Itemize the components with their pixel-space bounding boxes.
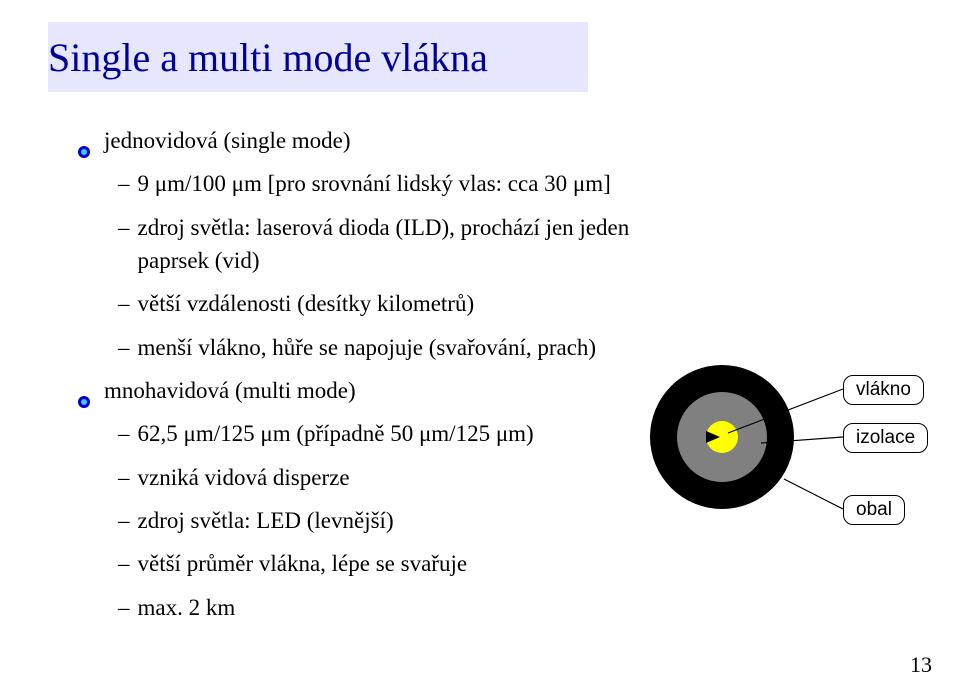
- bullet-text: menší vlákno, hůře se napojuje (svařován…: [138, 331, 597, 364]
- dash-icon: –: [118, 211, 130, 244]
- fiber-diagram: vlákno izolace obal: [640, 345, 940, 585]
- bullet-text: větší průměr vlákna, lépe se svařuje: [138, 547, 468, 580]
- bullet-level2: – max. 2 km: [118, 591, 638, 624]
- bullet-level2: – vzniká vidová disperze: [118, 461, 638, 494]
- bullet-level2: – zdroj světla: LED (levnější): [118, 504, 638, 537]
- slide-title: Single a multi mode vlákna: [48, 34, 488, 81]
- bullet-level2: – 9 μm/100 μm [pro srovnání lidský vlas:…: [118, 167, 638, 200]
- label-obal: obal: [843, 495, 905, 525]
- dash-icon: –: [118, 504, 130, 537]
- bullet-text: větší vzdálenosti (desítky kilometrů): [138, 287, 475, 320]
- bullet-level2: – větší vzdálenosti (desítky kilometrů): [118, 287, 638, 320]
- bullet-text: 9 μm/100 μm [pro srovnání lidský vlas: c…: [138, 167, 611, 200]
- bullet-level2: – 62,5 μm/125 μm (případně 50 μm/125 μm): [118, 417, 638, 450]
- bullet-text: jednovidová (single mode): [104, 124, 351, 157]
- bullet-dot-icon: [78, 384, 90, 396]
- content-area: jednovidová (single mode) – 9 μm/100 μm …: [78, 124, 638, 634]
- bullet-level1: jednovidová (single mode): [78, 124, 638, 157]
- label-izolace: izolace: [843, 423, 928, 453]
- bullet-dot-icon: [78, 134, 90, 146]
- bullet-text: max. 2 km: [138, 591, 236, 624]
- bullet-level2: – menší vlákno, hůře se napojuje (svařov…: [118, 331, 638, 364]
- dash-icon: –: [118, 417, 130, 450]
- bullet-text: zdroj světla: laserová dioda (ILD), proc…: [138, 211, 639, 278]
- bullet-level2: – větší průměr vlákna, lépe se svařuje: [118, 547, 638, 580]
- dash-icon: –: [118, 547, 130, 580]
- dash-icon: –: [118, 461, 130, 494]
- label-vlakno: vlákno: [843, 375, 924, 405]
- bullet-level1: mnohavidová (multi mode): [78, 374, 638, 407]
- bullet-text: 62,5 μm/125 μm (případně 50 μm/125 μm): [138, 417, 534, 450]
- title-box: Single a multi mode vlákna: [48, 22, 588, 92]
- dash-icon: –: [118, 591, 130, 624]
- bullet-text: mnohavidová (multi mode): [104, 374, 356, 407]
- bullet-level2: – zdroj světla: laserová dioda (ILD), pr…: [118, 211, 638, 278]
- bullet-text: zdroj světla: LED (levnější): [138, 504, 394, 537]
- dash-icon: –: [118, 331, 130, 364]
- bullet-text: vzniká vidová disperze: [138, 461, 350, 494]
- page-number: 13: [910, 652, 932, 678]
- dash-icon: –: [118, 287, 130, 320]
- dash-icon: –: [118, 167, 130, 200]
